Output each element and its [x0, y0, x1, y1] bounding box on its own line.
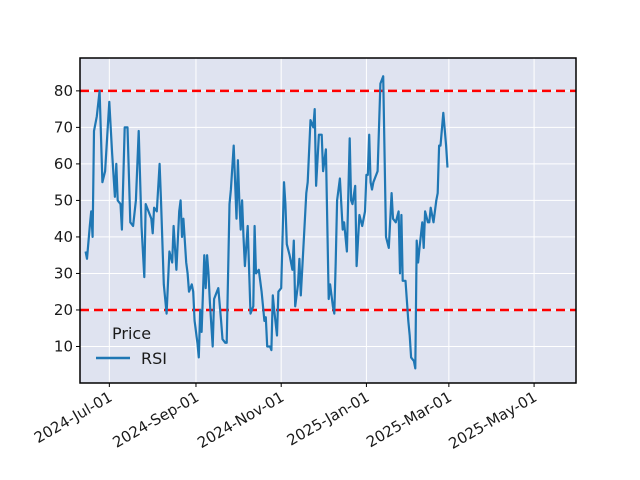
y-tick-label: 60 — [54, 155, 73, 173]
legend-series-label: RSI — [141, 349, 167, 368]
x-tick-label: 2025-Mar-01 — [363, 388, 455, 451]
plot-frame — [79, 57, 577, 384]
y-tick-label: 10 — [54, 337, 73, 355]
legend: Price RSI — [96, 324, 167, 368]
y-axis-ticks: 10 20 30 40 50 60 70 80 — [54, 82, 80, 355]
series-line-rsi — [84, 75, 449, 370]
x-tick-label: 2024-Jul-01 — [31, 388, 115, 447]
reference-lines — [80, 89, 576, 312]
y-tick-label: 70 — [54, 118, 73, 136]
x-tick-label: 2025-May-01 — [445, 388, 540, 453]
series-layer — [84, 75, 449, 370]
x-tick-label: 2025-Jan-01 — [284, 388, 373, 450]
y-tick-label: 30 — [54, 264, 73, 282]
x-tick-label: 2024-Sep-01 — [110, 388, 202, 452]
legend-title: Price — [112, 324, 151, 343]
y-tick-label: 40 — [54, 228, 73, 246]
y-tick-label: 80 — [54, 82, 73, 100]
plot-border — [79, 57, 577, 384]
y-tick-label: 50 — [54, 191, 73, 209]
y-tick-label: 20 — [54, 301, 73, 319]
x-axis-ticks: 2024-Jul-012024-Sep-012024-Nov-012025-Ja… — [31, 383, 540, 453]
x-tick-label: 2024-Nov-01 — [194, 388, 287, 452]
